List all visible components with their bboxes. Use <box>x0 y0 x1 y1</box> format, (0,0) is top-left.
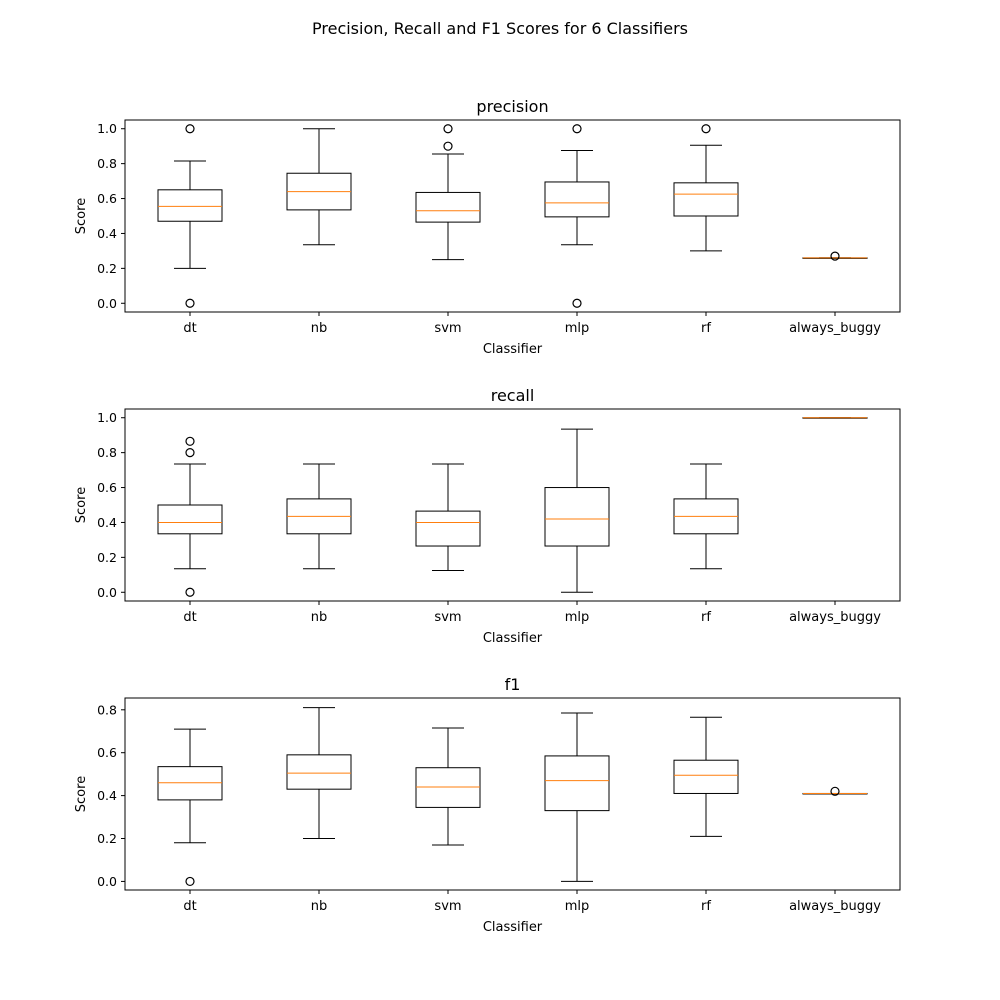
plot-frame <box>124 697 901 891</box>
flier-point <box>830 251 840 261</box>
x-tick-label: dt <box>183 899 196 914</box>
box-dt: dt <box>157 728 223 914</box>
y-tick-label: 0.6 <box>97 191 117 206</box>
y-tick-label: 0.8 <box>97 156 117 171</box>
box-rf: rf <box>673 463 739 625</box>
box-always_buggy: always_buggy <box>789 251 881 336</box>
x-tick-label: always_buggy <box>789 610 881 625</box>
y-tick-label: 0.8 <box>97 702 117 717</box>
flier-point <box>572 298 582 308</box>
y-tick-label: 1.0 <box>97 410 117 425</box>
flier-point <box>185 587 195 597</box>
box-iqr <box>157 766 223 801</box>
box-iqr <box>157 189 223 222</box>
box-iqr <box>157 504 223 535</box>
y-tick-label: 0.0 <box>97 874 117 889</box>
y-axis-label: Score <box>74 198 89 234</box>
x-tick-label: rf <box>701 321 711 336</box>
box-iqr <box>415 510 481 547</box>
box-iqr <box>544 487 610 547</box>
box-dt: dt <box>157 436 223 625</box>
x-axis-label: Classifier <box>483 342 543 357</box>
y-tick-label: 0.0 <box>97 296 117 311</box>
x-tick-label: nb <box>311 321 328 336</box>
x-tick-label: nb <box>311 899 328 914</box>
x-tick-label: always_buggy <box>789 899 881 914</box>
figure-suptitle: Precision, Recall and F1 Scores for 6 Cl… <box>312 19 688 38</box>
x-tick-label: mlp <box>565 321 590 336</box>
x-tick-label: nb <box>311 610 328 625</box>
x-tick-label: always_buggy <box>789 321 881 336</box>
box-always_buggy: always_buggy <box>789 786 881 914</box>
x-tick-label: dt <box>183 321 196 336</box>
box-iqr <box>673 759 739 794</box>
y-axis-label: Score <box>74 487 89 523</box>
flier-point <box>185 876 195 887</box>
y-tick-label: 0.8 <box>97 445 117 460</box>
x-tick-label: svm <box>434 899 461 914</box>
x-tick-label: svm <box>434 321 461 336</box>
panels: precision 0.0 0.2 0.4 0.6 0.8 1.0 Score Classifi… <box>74 97 901 935</box>
y-tick-label: 0.0 <box>97 585 117 600</box>
box-svm: svm <box>415 727 481 914</box>
subplot-title: recall <box>491 386 535 405</box>
y-tick-label: 0.2 <box>97 261 117 276</box>
x-tick-label: svm <box>434 610 461 625</box>
subplot-title: f1 <box>505 675 521 694</box>
box-iqr <box>415 191 481 223</box>
y-tick-label: 0.6 <box>97 480 117 495</box>
flier-point <box>572 124 582 134</box>
x-tick-label: mlp <box>565 610 590 625</box>
box-svm: svm <box>415 124 481 336</box>
box-rf: rf <box>673 716 739 914</box>
x-tick-label: mlp <box>565 899 590 914</box>
flier-point <box>185 124 195 134</box>
y-tick-label: 1.0 <box>97 121 117 136</box>
flier-point <box>185 298 195 308</box>
x-tick-label: rf <box>701 899 711 914</box>
box-svm: svm <box>415 463 481 625</box>
y-tick-label: 0.4 <box>97 226 117 241</box>
x-tick-label: dt <box>183 610 196 625</box>
y-axis-label: Score <box>74 776 89 812</box>
box-iqr <box>286 754 352 790</box>
box-iqr <box>544 755 610 812</box>
plot-frame <box>124 119 901 313</box>
y-tick-label: 0.6 <box>97 745 117 760</box>
flier-point <box>185 448 195 458</box>
box-mlp: mlp <box>544 124 610 336</box>
box-nb: nb <box>286 128 352 336</box>
box-iqr <box>415 767 481 808</box>
subplot-title: precision <box>476 97 548 116</box>
box-mlp: mlp <box>544 712 610 914</box>
box-rf: rf <box>673 124 739 336</box>
box-iqr <box>544 181 610 218</box>
y-tick-label: 0.4 <box>97 788 117 803</box>
flier-point <box>443 124 453 134</box>
y-tick-label: 0.2 <box>97 550 117 565</box>
box-nb: nb <box>286 463 352 625</box>
subplot-precision: precision 0.0 0.2 0.4 0.6 0.8 1.0 Score Classifi… <box>74 97 901 357</box>
flier-point <box>443 141 453 151</box>
x-axis-label: Classifier <box>483 631 543 646</box>
box-dt: dt <box>157 124 223 336</box>
flier-point <box>185 436 195 446</box>
box-nb: nb <box>286 707 352 914</box>
flier-point <box>830 786 840 796</box>
plot-frame <box>124 408 901 602</box>
box-always_buggy: always_buggy <box>789 417 881 625</box>
flier-point <box>701 124 711 134</box>
subplot-recall: recall 0.0 0.2 0.4 0.6 0.8 1.0 Score Classifier d… <box>74 386 901 646</box>
y-tick-label: 0.4 <box>97 515 117 530</box>
x-tick-label: rf <box>701 610 711 625</box>
subplot-f1: f1 0.0 0.2 0.4 0.6 0.8 Score Classifier dt nb svm m… <box>74 675 901 935</box>
box-iqr <box>673 182 739 217</box>
y-tick-label: 0.2 <box>97 831 117 846</box>
x-axis-label: Classifier <box>483 920 543 935</box>
box-mlp: mlp <box>544 428 610 625</box>
